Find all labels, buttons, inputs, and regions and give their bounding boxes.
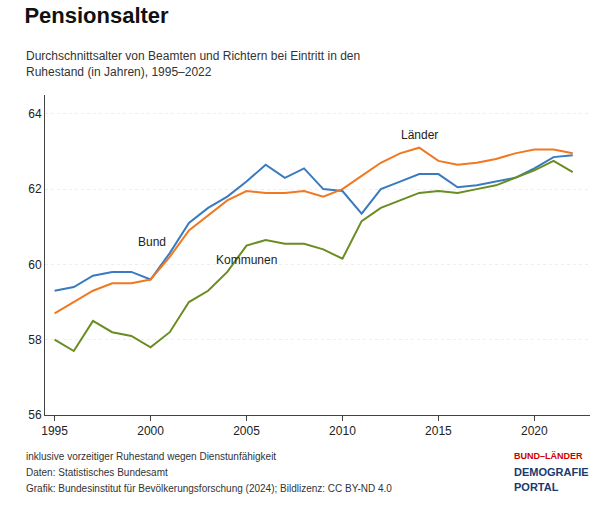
svg-text:Pensionsalter: Pensionsalter	[24, 3, 169, 28]
svg-text:Daten: Statistisches Bundesamt: Daten: Statistisches Bundesamt	[26, 467, 168, 478]
svg-text:2020: 2020	[521, 424, 548, 438]
svg-text:2010: 2010	[329, 424, 356, 438]
svg-text:Bund: Bund	[138, 235, 166, 249]
svg-text:BUND–LÄNDER: BUND–LÄNDER	[514, 451, 583, 461]
svg-text:2015: 2015	[425, 424, 452, 438]
svg-text:PORTAL: PORTAL	[514, 481, 559, 493]
svg-text:58: 58	[28, 333, 42, 347]
svg-text:1995: 1995	[41, 424, 68, 438]
svg-text:DEMOGRAFIE: DEMOGRAFIE	[514, 466, 589, 478]
svg-text:64: 64	[28, 107, 42, 121]
svg-text:60: 60	[28, 258, 42, 272]
svg-text:2005: 2005	[233, 424, 260, 438]
svg-text:Kommunen: Kommunen	[216, 253, 277, 267]
svg-text:Durchschnittsalter von Beamten: Durchschnittsalter von Beamten und Richt…	[26, 49, 360, 79]
svg-text:56: 56	[28, 408, 42, 422]
svg-text:inklusive vorzeitiger Ruhestan: inklusive vorzeitiger Ruhestand wegen Di…	[26, 451, 276, 462]
svg-text:Länder: Länder	[401, 128, 438, 142]
svg-text:Grafik: Bundesinstitut für Bev: Grafik: Bundesinstitut für Bevölkerungsf…	[26, 483, 392, 494]
svg-text:2000: 2000	[137, 424, 164, 438]
svg-text:62: 62	[28, 182, 42, 196]
